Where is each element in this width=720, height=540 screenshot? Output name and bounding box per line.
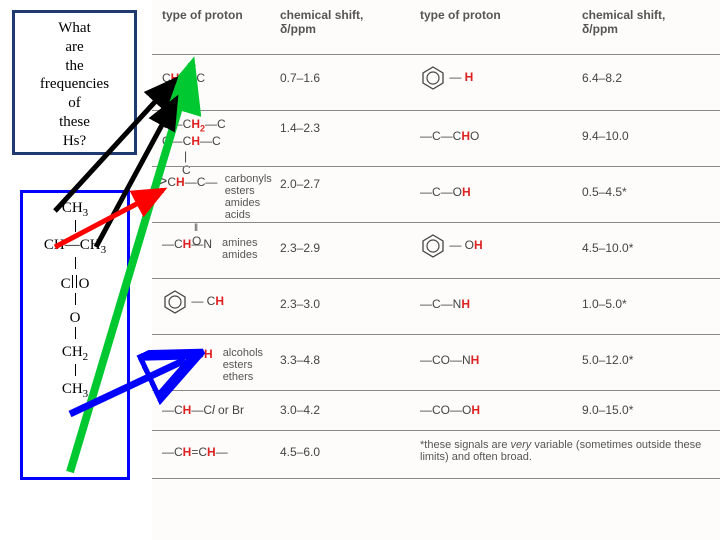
question-line: are <box>15 38 134 57</box>
table-rule <box>152 478 720 479</box>
page-root: type of proton chemical shift,δ/ppm type… <box>0 0 720 540</box>
shift-value: 0.7–1.6 <box>280 71 320 85</box>
molecule-box: CH3 CH—CH3 CO O CH2 CH3 <box>20 190 130 480</box>
shift-value: 3.3–4.8 <box>280 353 320 367</box>
molecule-atom: CH3 <box>23 201 127 219</box>
question-line: the <box>15 57 134 76</box>
molecule-atom: O <box>23 311 127 326</box>
shift-value: 1.0–5.0* <box>582 297 627 311</box>
question-box: What are the frequencies of these Hs? <box>12 10 137 155</box>
table-row: —O—CH alcoholsestersethers 3.3–4.8 —CO—N… <box>152 334 720 391</box>
table-row: —CH—N aminesamides 2.3–2.9 — OH 4.5–10.0… <box>152 222 720 279</box>
table-row: >CH—C— carbonylsestersamidesacids ‖ O 2.… <box>152 166 720 223</box>
table-row: — CH 2.3–3.0 —C—NH 1.0–5.0* <box>152 278 720 335</box>
shift-value: 4.5–10.0* <box>582 241 633 255</box>
proton-type: —CH—N aminesamides <box>162 237 257 261</box>
bond-icon <box>75 327 76 339</box>
header-col1: type of proton <box>162 8 243 22</box>
shift-value: 9.0–15.0* <box>582 403 633 417</box>
proton-type: — OH <box>420 233 483 259</box>
shift-value: 2.3–3.0 <box>280 297 320 311</box>
shift-value: 4.5–6.0 <box>280 445 320 459</box>
header-col3: type of proton <box>420 8 501 22</box>
bond-icon <box>75 364 76 376</box>
shift-value: 0.5–4.5* <box>582 185 627 199</box>
question-line: What <box>15 19 134 38</box>
shift-value: 3.0–4.2 <box>280 403 320 417</box>
table-row: —CH=CH— 4.5–6.0 *these signals are very … <box>152 430 720 479</box>
molecule-atom: CH3 <box>23 382 127 400</box>
shift-value: 6.4–8.2 <box>582 71 622 85</box>
nmr-shift-table: type of proton chemical shift,δ/ppm type… <box>152 0 720 540</box>
shift-value: 5.0–12.0* <box>582 353 633 367</box>
question-line: frequencies <box>15 75 134 94</box>
bond-icon <box>75 220 76 232</box>
table-row: CH3—C 0.7–1.6 — H 6.4–8.2 <box>152 54 720 111</box>
proton-type: — CH <box>162 289 224 315</box>
double-bond-icon <box>71 275 79 288</box>
shift-value: 1.4–2.3 <box>280 121 320 135</box>
table-row: —CH—Cl or Br 3.0–4.2 —CO—OH 9.0–15.0* <box>152 390 720 431</box>
proton-type: —C—NH <box>420 297 470 311</box>
proton-type: —O—CH alcoholsestersethers <box>162 347 263 383</box>
question-line: Hs? <box>15 132 134 151</box>
proton-type: —C—OH <box>420 185 471 199</box>
shift-value: 2.0–2.7 <box>280 177 320 191</box>
molecule-atom: CO <box>23 275 127 292</box>
proton-type: —CH=CH— <box>162 445 228 459</box>
proton-type: —CO—NH <box>420 353 479 367</box>
proton-type: —CH—Cl or Br <box>162 403 244 417</box>
bond-icon <box>75 293 76 305</box>
table-row: C—CH2—C C—CH—C | C 1.4–2.3 —C—CHO 9.4–10… <box>152 110 720 167</box>
proton-type: —C—CHO <box>420 129 479 143</box>
shift-value: 2.3–2.9 <box>280 241 320 255</box>
question-line: of <box>15 94 134 113</box>
header-col4: chemical shift,δ/ppm <box>582 8 665 36</box>
question-line: these <box>15 113 134 132</box>
shift-value: 9.4–10.0 <box>582 129 629 143</box>
proton-type: CH3—C <box>162 71 205 87</box>
header-col2: chemical shift,δ/ppm <box>280 8 363 36</box>
proton-type: — H <box>420 65 473 91</box>
molecule-atom: CH—CH3 <box>23 238 127 256</box>
molecule-atom: CH2 <box>23 345 127 363</box>
footnote: *these signals are very variable (someti… <box>420 439 710 463</box>
proton-type: —CO—OH <box>420 403 480 417</box>
bond-icon <box>75 257 76 269</box>
